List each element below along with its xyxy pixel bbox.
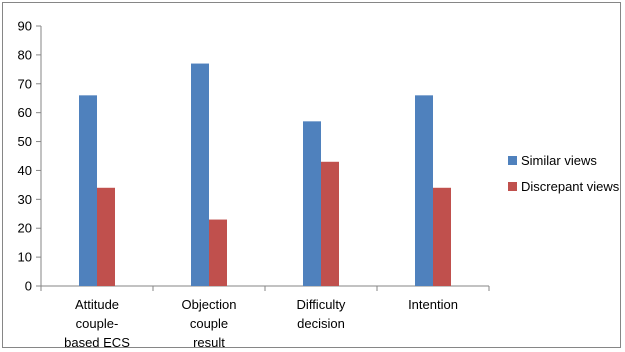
bar-similar-views: [191, 63, 209, 286]
legend-swatch: [508, 156, 517, 165]
x-category-label: result: [193, 335, 225, 350]
x-category-label: Intention: [408, 297, 458, 312]
x-category-label: Difficulty: [297, 297, 346, 312]
y-tick-label: 30: [18, 192, 32, 207]
bars: [79, 63, 451, 286]
y-tick-label: 40: [18, 163, 32, 178]
y-tick-label: 0: [25, 279, 32, 294]
x-category-label: Objection: [182, 297, 237, 312]
bar-discrepant-views: [97, 187, 115, 286]
y-tick-label: 70: [18, 76, 32, 91]
bar-similar-views: [415, 95, 433, 286]
y-tick-label: 90: [18, 19, 32, 34]
x-category-label: based ECS: [64, 335, 130, 350]
bar-similar-views: [303, 121, 321, 286]
axes: [36, 25, 490, 291]
bar-similar-views: [79, 95, 97, 286]
labels: 0 10 20 30 40 50 60 70 80 90 Attitude couple-based …: [18, 19, 458, 351]
x-category-label: Attitude: [75, 297, 119, 312]
legend-label: Discrepant views: [521, 179, 620, 194]
x-category-label: couple-: [76, 316, 119, 331]
x-category-label: couple: [190, 316, 228, 331]
x-category-label: decision: [297, 316, 345, 331]
y-tick-label: 20: [18, 221, 32, 236]
y-tick-label: 50: [18, 134, 32, 149]
y-tick-label: 80: [18, 47, 32, 62]
legend-swatch: [508, 182, 517, 191]
legend-label: Similar views: [521, 153, 597, 168]
legend: Similar views Discrepant views: [508, 153, 620, 194]
y-tick-label: 60: [18, 105, 32, 120]
bar-discrepant-views: [209, 219, 227, 286]
y-tick-label: 10: [18, 250, 32, 265]
bar-discrepant-views: [433, 187, 451, 286]
bar-discrepant-views: [321, 161, 339, 286]
